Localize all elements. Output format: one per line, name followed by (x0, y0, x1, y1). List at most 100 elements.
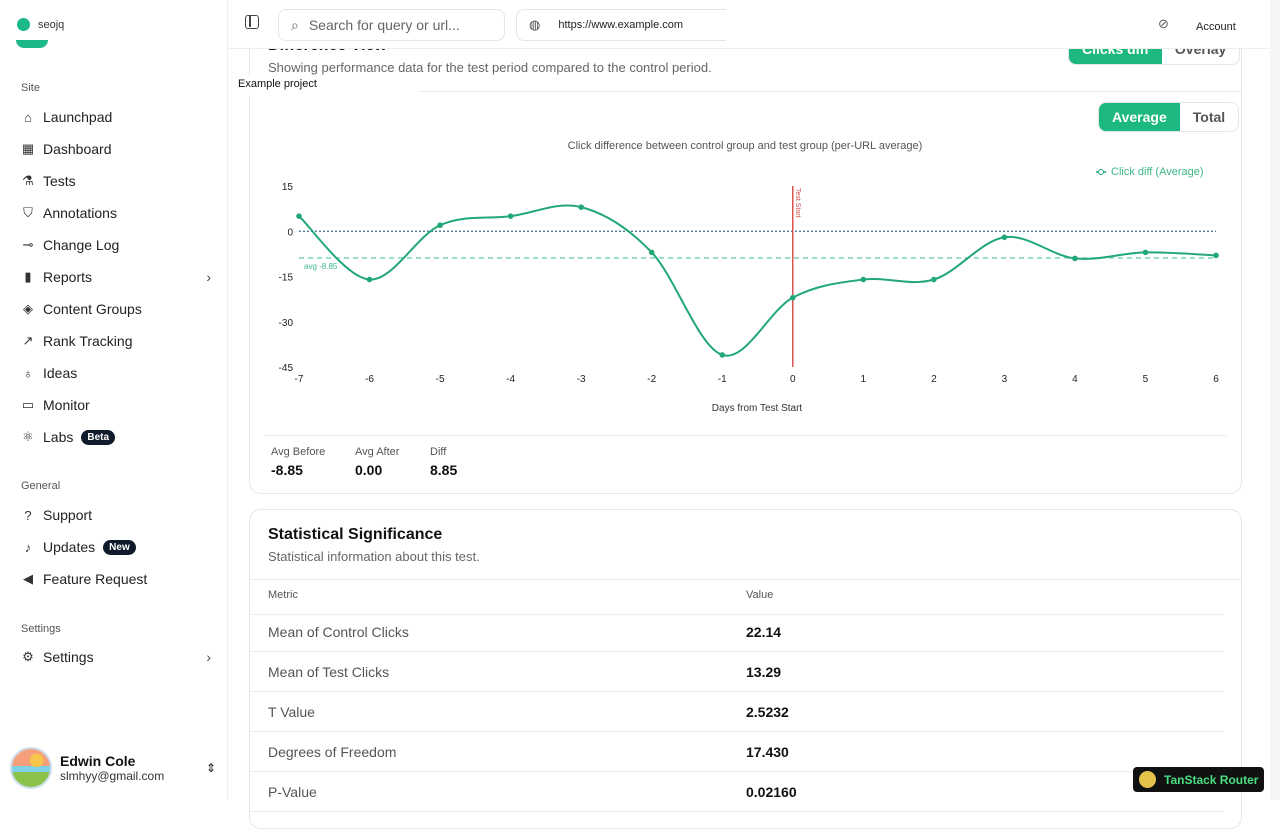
commit-icon: ⊸ (22, 237, 34, 252)
y-tick-label: 15 (282, 182, 294, 193)
sidebar-toggle-icon[interactable] (245, 15, 259, 29)
sidebar-item-change-log[interactable]: ⊸ Change Log (21, 232, 211, 258)
chevron-right-icon: › (206, 269, 211, 285)
diff-value: 8.85 (430, 462, 458, 478)
y-tick-label: -15 (279, 273, 294, 284)
column-value: Value (746, 588, 774, 601)
brand-name: seojq (38, 18, 65, 31)
table-row: Mean of Test Clicks 13.29 (250, 652, 1224, 692)
sidebar-item-launchpad[interactable]: ⌂ Launchpad (21, 104, 211, 130)
chevrons-up-down-icon[interactable]: ⇕ (205, 761, 216, 775)
metric-value: 0.02160 (746, 783, 797, 800)
avg-before-value: -8.85 (271, 462, 303, 478)
sidebar-item-feature-request[interactable]: ◀ Feature Request (21, 566, 211, 592)
avg-before-label: Avg Before (271, 446, 326, 458)
project-logo-icon (16, 40, 48, 48)
sidebar-item-label: Change Log (43, 237, 120, 253)
sidebar-item-rank-tracking[interactable]: ↗ Rank Tracking (21, 328, 211, 354)
metric-name: Mean of Control Clicks (268, 623, 409, 640)
bar-chart-icon: ▮ (24, 269, 32, 284)
user-email: slmhyy@gmail.com (60, 769, 165, 783)
sidebar-item-dashboard[interactable]: ▦ Dashboard (21, 136, 211, 162)
search-icon: ⌕ (291, 16, 299, 33)
sidebar-item-label: Reports (43, 269, 93, 285)
tanstack-logo-icon (1139, 771, 1156, 788)
sidebar-item-label: Updates (43, 539, 96, 555)
data-point (789, 294, 796, 301)
search-input[interactable]: ⌕ Search for query or url... (278, 9, 505, 41)
table-row: T Value 2.5232 (250, 692, 1224, 732)
trending-up-icon: ↗ (22, 333, 34, 348)
sidebar-item-tests[interactable]: ⚗ Tests (21, 168, 211, 194)
x-tick-label: -2 (647, 374, 656, 385)
section-general: General (21, 480, 61, 492)
x-tick-label: 6 (1213, 374, 1219, 385)
x-tick-label: 4 (1072, 374, 1078, 385)
data-point (437, 222, 443, 229)
table-row: Degrees of Freedom 17.430 (250, 732, 1224, 772)
brand[interactable]: seojq (17, 18, 64, 31)
x-tick-label: 1 (861, 374, 867, 385)
metric-value: 2.5232 (746, 703, 789, 720)
gear-icon: ⚙ (22, 649, 34, 664)
flask-icon: ⚗ (22, 173, 34, 188)
bookmark-icon: ⛉ (23, 205, 33, 220)
metric-value: 22.14 (746, 623, 782, 640)
data-point (366, 276, 373, 283)
data-point (931, 276, 937, 283)
metric-name: T Value (268, 703, 315, 720)
sidebar-item-settings[interactable]: ⚙ Settings › (21, 644, 211, 670)
project-tooltip: Example project (228, 75, 418, 95)
data-point (860, 276, 867, 283)
divider (264, 435, 1228, 436)
card-subtitle: Statistical information about this test. (268, 549, 480, 564)
data-point (1001, 234, 1008, 241)
scrollbar[interactable] (1270, 0, 1280, 800)
legend-marker (1098, 169, 1104, 175)
x-tick-label: 2 (931, 374, 937, 385)
sidebar-item-reports[interactable]: ▮ Reports › (21, 264, 211, 290)
sidebar-badge: New (103, 539, 136, 555)
metric-value: 17.430 (746, 743, 789, 760)
divider (250, 91, 1241, 92)
bell-icon: ♪ (24, 539, 32, 555)
data-point (1072, 255, 1078, 262)
megaphone-icon: ◀ (23, 571, 33, 586)
significance-card: Statistical Significance Statistical inf… (249, 509, 1242, 829)
divider (250, 579, 1241, 580)
search-placeholder: Search for query or url... (308, 17, 460, 33)
tanstack-router-devtools-button[interactable]: TanStack Router (1133, 767, 1264, 792)
sidebar-item-label: Annotations (43, 205, 117, 221)
data-point (648, 249, 655, 256)
card-title: Statistical Significance (268, 526, 443, 543)
site-url-selector[interactable]: ◍ https://www.example.com (516, 9, 726, 41)
sidebar-item-ideas[interactable]: ♁ Ideas (21, 360, 211, 386)
site-url: https://www.example.com (558, 19, 684, 31)
diff-label: Diff (430, 446, 447, 458)
metric-name: Degrees of Freedom (268, 743, 397, 760)
user-menu[interactable]: Edwin Cole slmhyy@gmail.com ⇕ (10, 746, 216, 790)
sidebar-item-content-groups[interactable]: ◈ Content Groups (21, 296, 211, 322)
legend-label: Click diff (Average) (1111, 166, 1204, 178)
click-diff-chart: Click difference between control group a… (279, 140, 1220, 414)
table-header: Metric Value (250, 575, 1224, 615)
sidebar-item-monitor[interactable]: ▭ Monitor (21, 392, 211, 418)
sidebar-item-label: Support (43, 507, 93, 523)
average-tab[interactable]: Average (1099, 103, 1180, 131)
sidebar-item-labs[interactable]: ⚛ Labs Beta (21, 424, 211, 450)
test-start-label: Test Start (794, 188, 801, 218)
devtools-label: TanStack Router (1164, 772, 1259, 787)
data-point (1142, 249, 1149, 256)
metric-name: P-Value (268, 783, 317, 800)
sidebar-item-updates[interactable]: ♪ Updates New (21, 534, 211, 560)
sidebar-item-support[interactable]: ? Support (21, 502, 211, 528)
grid-icon: ▦ (21, 141, 35, 156)
x-tick-label: -1 (718, 374, 727, 385)
eye-off-icon[interactable]: ⊘ (1158, 16, 1169, 31)
lightbulb-icon: ♁ (23, 365, 33, 381)
total-tab[interactable]: Total (1192, 109, 1226, 125)
account-link[interactable]: Account (1196, 21, 1236, 33)
sidebar-item-annotations[interactable]: ⛉ Annotations (21, 200, 211, 226)
labs-icon: ⚛ (22, 429, 34, 444)
sidebar-item-label: Dashboard (43, 141, 112, 157)
